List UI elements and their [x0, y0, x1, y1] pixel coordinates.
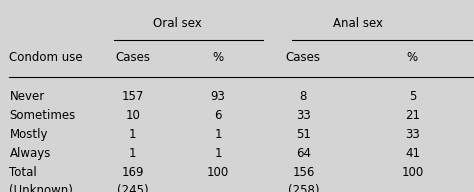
Text: 5: 5 [409, 89, 416, 103]
Text: Sometimes: Sometimes [9, 109, 76, 122]
Text: 157: 157 [121, 89, 144, 103]
Text: (245): (245) [117, 184, 148, 192]
Text: 10: 10 [125, 109, 140, 122]
Text: %: % [212, 51, 224, 64]
Text: 169: 169 [121, 166, 144, 179]
Text: Never: Never [9, 89, 45, 103]
Text: 100: 100 [207, 166, 229, 179]
Text: 51: 51 [296, 128, 311, 141]
Text: 33: 33 [405, 128, 420, 141]
Text: %: % [407, 51, 418, 64]
Text: 33: 33 [296, 109, 311, 122]
Text: 1: 1 [129, 128, 137, 141]
Text: 156: 156 [292, 166, 315, 179]
Text: Cases: Cases [115, 51, 150, 64]
Text: (258): (258) [288, 184, 319, 192]
Text: Condom use: Condom use [9, 51, 83, 64]
Text: Cases: Cases [286, 51, 321, 64]
Text: (Unknown): (Unknown) [9, 184, 73, 192]
Text: 93: 93 [210, 89, 226, 103]
Text: 6: 6 [214, 109, 222, 122]
Text: Anal sex: Anal sex [333, 17, 383, 30]
Text: 8: 8 [300, 89, 307, 103]
Text: 21: 21 [405, 109, 420, 122]
Text: Oral sex: Oral sex [154, 17, 202, 30]
Text: 1: 1 [214, 147, 222, 160]
Text: Total: Total [9, 166, 37, 179]
Text: 100: 100 [401, 166, 423, 179]
Text: Always: Always [9, 147, 51, 160]
Text: 64: 64 [296, 147, 311, 160]
Text: 1: 1 [214, 128, 222, 141]
Text: 41: 41 [405, 147, 420, 160]
Text: 1: 1 [129, 147, 137, 160]
Text: Mostly: Mostly [9, 128, 48, 141]
